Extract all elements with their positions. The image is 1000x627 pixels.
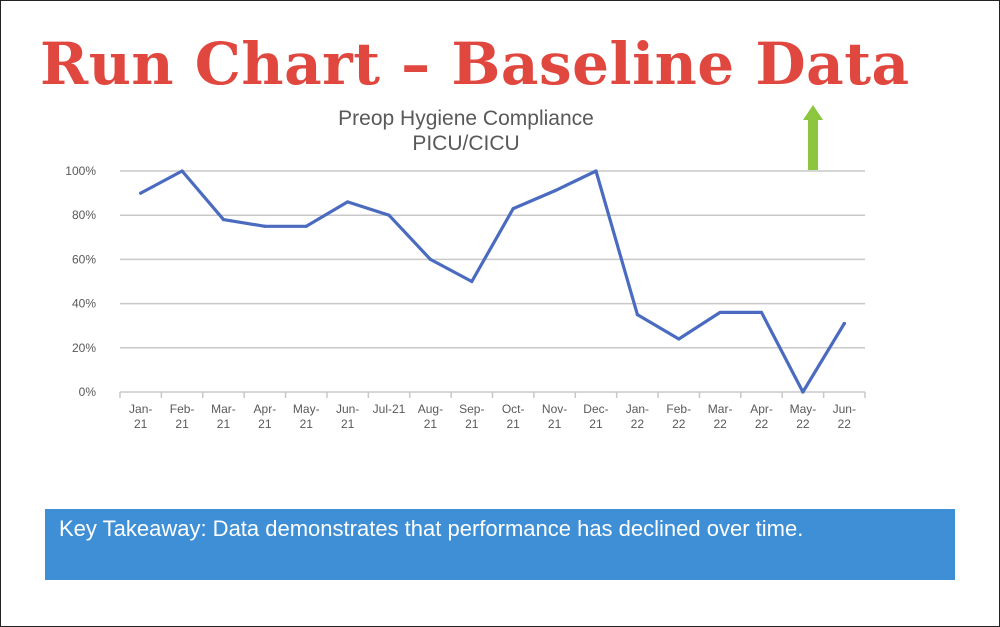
x-tick-label-line: 22 bbox=[713, 417, 727, 431]
x-tick-label-line: 21 bbox=[507, 417, 521, 431]
gridlines bbox=[120, 170, 865, 393]
data-point bbox=[139, 191, 143, 195]
y-tick-label: 20% bbox=[72, 341, 96, 355]
x-tick-label: Jun-21 bbox=[336, 402, 359, 431]
x-tick-label: Jul-21 bbox=[373, 402, 406, 416]
x-tick-label: Sep-21 bbox=[459, 402, 484, 431]
x-tick-label-line: Apr- bbox=[254, 402, 277, 416]
key-takeaway-text: Key Takeaway: Data demonstrates that per… bbox=[59, 516, 804, 541]
x-tick-label: Jan-22 bbox=[626, 402, 649, 431]
x-tick-label-line: 22 bbox=[672, 417, 686, 431]
x-tick-label-line: Feb- bbox=[170, 402, 195, 416]
data-point bbox=[552, 189, 557, 193]
data-point bbox=[346, 200, 350, 204]
y-axis-ticks: 0% 20% 40% 60% 80% 100% bbox=[65, 164, 96, 399]
chart-title: Preop Hygiene Compliance bbox=[338, 107, 594, 130]
data-point bbox=[263, 224, 267, 228]
x-tick-label-line: 22 bbox=[838, 417, 852, 431]
data-point bbox=[428, 257, 433, 261]
data-point bbox=[470, 279, 474, 284]
data-point bbox=[635, 313, 639, 317]
x-tick-label-line: Jun- bbox=[336, 402, 359, 416]
y-tick-label: 60% bbox=[72, 252, 96, 266]
x-tick-label-line: Sep- bbox=[459, 402, 484, 416]
series-layer bbox=[139, 169, 846, 394]
x-tick-label-line: 21 bbox=[589, 417, 603, 431]
x-tick-label-line: 21 bbox=[258, 417, 272, 431]
x-tick-label-line: 21 bbox=[548, 417, 562, 431]
x-tick-label-line: Aug- bbox=[418, 402, 443, 416]
x-tick-label: Jan-21 bbox=[129, 402, 152, 431]
data-point bbox=[759, 310, 764, 315]
x-tick-label-line: 22 bbox=[631, 417, 645, 431]
x-tick-label: Apr-22 bbox=[750, 402, 773, 431]
x-tick-label-line: 22 bbox=[796, 417, 810, 431]
x-tick-label-line: Jun- bbox=[833, 402, 856, 416]
x-tick-label: Feb-22 bbox=[666, 402, 691, 431]
x-tick-label-line: Jan- bbox=[129, 402, 152, 416]
x-tick-label: Mar-22 bbox=[708, 402, 733, 431]
y-tick-label: 80% bbox=[72, 208, 96, 222]
x-tick-label-line: 21 bbox=[465, 417, 479, 431]
chart-subtitle: PICU/CICU bbox=[412, 132, 519, 155]
x-tick-label: Oct-21 bbox=[502, 402, 525, 431]
x-tick-label: Aug-21 bbox=[418, 402, 443, 431]
slide-title: Run Chart – Baseline Data bbox=[40, 30, 910, 98]
x-tick-label: Mar-21 bbox=[211, 402, 236, 431]
up-arrow-shape bbox=[803, 105, 823, 170]
x-tick-label-line: Feb- bbox=[666, 402, 691, 416]
data-point bbox=[180, 169, 184, 173]
x-tick-label-line: May- bbox=[293, 402, 320, 416]
x-tick-label-line: 22 bbox=[755, 417, 769, 431]
x-tick-label-line: May- bbox=[790, 402, 817, 416]
x-tick-label-line: Oct- bbox=[502, 402, 525, 416]
x-tick-label: Nov-21 bbox=[542, 402, 567, 431]
x-tick-label: Dec-21 bbox=[583, 402, 608, 431]
x-tick-label-line: Mar- bbox=[211, 402, 236, 416]
x-tick-label-line: 21 bbox=[175, 417, 189, 431]
x-tick-label: May-21 bbox=[293, 402, 320, 431]
data-point bbox=[594, 169, 598, 173]
y-tick-label: 100% bbox=[65, 164, 96, 178]
x-tick-label: Jun-22 bbox=[833, 402, 856, 431]
series-line bbox=[139, 169, 846, 394]
x-tick-label: May-22 bbox=[790, 402, 817, 431]
data-point bbox=[801, 390, 805, 394]
x-tick-label-line: Mar- bbox=[708, 402, 733, 416]
x-tick-label-line: 21 bbox=[341, 417, 355, 431]
x-tick-label-line: Apr- bbox=[750, 402, 773, 416]
data-point bbox=[221, 218, 226, 222]
x-axis-ticks: Jan-21Feb-21Mar-21Apr-21May-21Jun-21Jul-… bbox=[119, 392, 866, 431]
x-tick-label-line: 21 bbox=[300, 417, 314, 431]
x-tick-label-line: Jul-21 bbox=[373, 402, 406, 416]
x-tick-label-line: 21 bbox=[134, 417, 148, 431]
x-tick-label-line: Dec- bbox=[583, 402, 608, 416]
x-tick-label-line: Nov- bbox=[542, 402, 567, 416]
data-point bbox=[511, 206, 515, 211]
data-point bbox=[842, 321, 846, 326]
x-tick-label-line: 21 bbox=[424, 417, 438, 431]
data-point bbox=[677, 337, 681, 341]
x-tick-label-line: 21 bbox=[217, 417, 231, 431]
x-tick-label: Apr-21 bbox=[254, 402, 277, 431]
key-takeaway-box: Key Takeaway: Data demonstrates that per… bbox=[45, 509, 955, 580]
up-arrow-icon bbox=[803, 105, 823, 170]
y-tick-label: 40% bbox=[72, 297, 96, 311]
data-point bbox=[304, 224, 308, 228]
x-tick-label-line: Jan- bbox=[626, 402, 649, 416]
data-point bbox=[387, 213, 391, 217]
data-point bbox=[718, 310, 722, 315]
x-tick-label: Feb-21 bbox=[170, 402, 195, 431]
y-tick-label: 0% bbox=[79, 385, 97, 399]
